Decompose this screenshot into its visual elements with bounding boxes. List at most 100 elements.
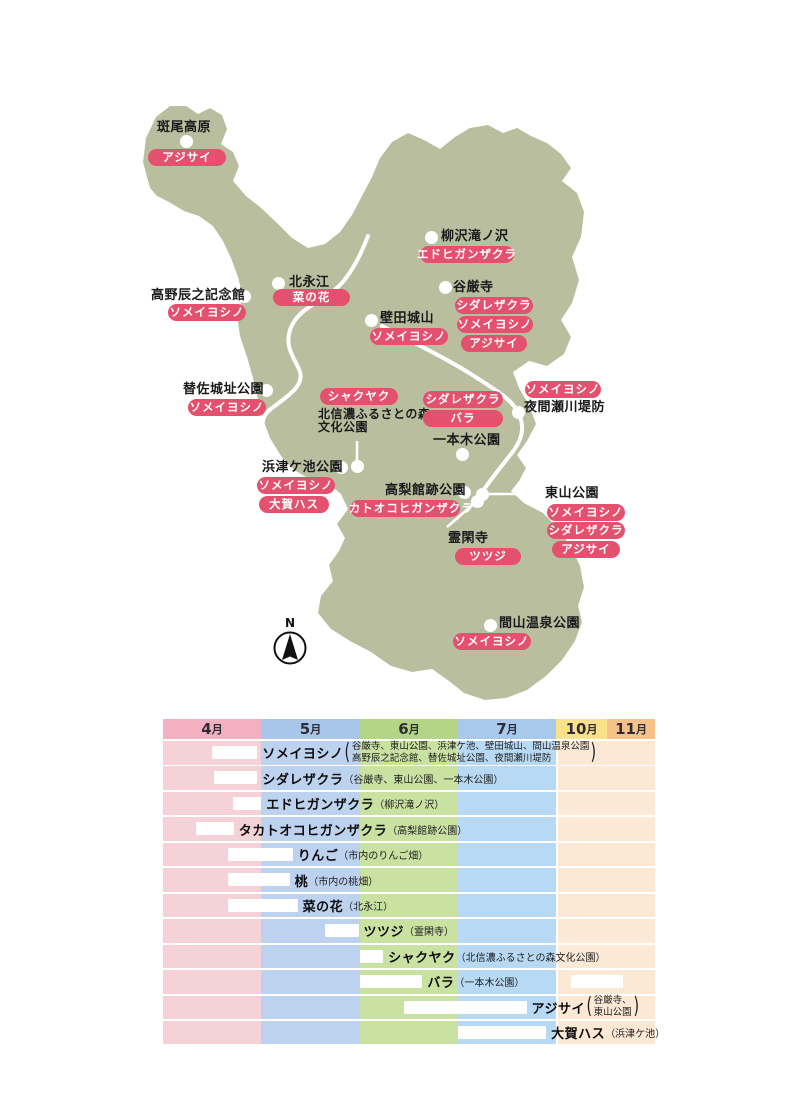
flower-badge: ソメイヨシノ	[168, 304, 246, 321]
row-flower-label: シダレザクラ （谷厳寺、東山公園、一本木公園）	[262, 772, 504, 788]
calendar-column-strip	[558, 995, 655, 1019]
flower-badge: ソメイヨシノ	[453, 633, 531, 650]
flower-badge: ソメイヨシノ	[257, 477, 335, 494]
bloom-period-bar	[227, 847, 293, 861]
calendar-column-strip	[458, 893, 556, 918]
map-spot-label: 谷厳寺	[453, 280, 494, 295]
calendar-column-strip	[558, 919, 655, 943]
calendar-column-strip	[458, 741, 556, 765]
map-dot	[350, 459, 364, 473]
map-spot-label: 替佐城址公園	[183, 382, 265, 397]
calendar-row: りんご （市内のりんご畑）	[163, 842, 655, 867]
row-flower-label: りんご （市内のりんご畑）	[297, 849, 429, 865]
map-dot	[457, 485, 471, 499]
calendar-column-strip	[261, 970, 360, 994]
calendar-column-strip	[360, 842, 458, 867]
flower-badge: ソメイヨシノ	[188, 399, 266, 416]
flower-badge: シダレザクラ	[547, 522, 625, 539]
calendar-column-strip	[458, 817, 556, 841]
map-spot-label: 壁田城山	[380, 311, 435, 326]
row-flower-label: タカトオコヒガンザクラ （高梨館跡公園）	[238, 823, 468, 839]
row-flower-label: ソメイヨシノ(谷厳寺、東山公園、浜津ケ池、壁田城山、間山温泉公園 高野辰之記念館、…	[262, 739, 597, 765]
row-flower-label: 菜の花 （北永江）	[302, 899, 394, 915]
calendar-row: ソメイヨシノ(谷厳寺、東山公園、浜津ケ池、壁田城山、間山温泉公園 高野辰之記念館、…	[163, 741, 655, 765]
bloom-period-bar	[359, 975, 423, 989]
month-header: 10 月	[556, 719, 607, 739]
calendar-column-strip	[458, 791, 556, 816]
bloom-period-bar	[359, 949, 384, 963]
calendar-column-strip	[163, 970, 261, 994]
calendar-column-strip	[163, 995, 261, 1019]
map-dot	[511, 405, 525, 419]
calendar-column-strip	[261, 944, 360, 969]
compass-rose-icon	[273, 631, 307, 665]
calendar-column-strip	[261, 995, 360, 1019]
bloom-period-bar	[196, 822, 234, 836]
calendar-row: 大賀ハス （浜津ケ池）	[163, 1020, 665, 1045]
row-location-note: （市内の桃畑）	[308, 876, 379, 888]
bloom-period-bar	[227, 873, 290, 887]
row-location-note: （柳沢滝ノ沢）	[374, 800, 445, 812]
calendar-row: 菜の花 （北永江）	[163, 893, 655, 918]
calendar-row: ツツジ （霊閑寺）	[163, 919, 655, 943]
flower-badge: エドヒガンザクラ	[417, 246, 516, 263]
calendar-row: 桃（市内の桃畑）	[163, 868, 655, 892]
bloom-period-bar	[403, 1000, 527, 1014]
map-dot	[179, 134, 193, 148]
map-spot-label: 霊閑寺	[448, 531, 489, 546]
map-spot-label: 夜間瀬川堤防	[524, 400, 606, 415]
calendar-column-strip	[261, 791, 360, 816]
calendar-column-strip	[360, 868, 458, 892]
row-flower-label: 桃（市内の桃畑）	[294, 874, 379, 890]
calendar-column-strip	[558, 1020, 655, 1045]
flower-badge: 大賀ハス	[259, 496, 329, 513]
calendar-column-strip	[558, 741, 655, 765]
calendar-row: バラ （一本木公園）	[163, 970, 655, 994]
map-dot	[364, 313, 378, 327]
bloom-period-bar	[570, 975, 623, 989]
calendar-column-strip	[360, 893, 458, 918]
row-location-note: 谷厳寺、 東山公園	[593, 995, 632, 1019]
map-spot-label: 高野辰之記念館	[151, 288, 246, 303]
bloom-period-bar	[212, 746, 258, 759]
calendar-column-strip	[261, 1020, 360, 1045]
calendar-column-strip	[458, 944, 556, 969]
calendar-column-strip	[163, 944, 261, 969]
calendar-column-strip	[558, 766, 655, 790]
map-spot-label: 柳沢滝ノ沢	[441, 229, 509, 244]
flower-badge: シダレザクラ	[455, 297, 533, 314]
calendar-row: アジサイ(谷厳寺、 東山公園)	[163, 994, 655, 1020]
calendar-row: シャクヤク （北信濃ふるさとの森文化公園）	[163, 944, 655, 969]
map-dot	[438, 280, 452, 294]
bloom-period-bar	[227, 898, 298, 912]
calendar-column-strip	[360, 741, 458, 765]
row-location-note: （市内のりんご畑）	[338, 851, 429, 863]
calendar-column-strip	[558, 893, 655, 918]
flower-badge: バラ	[423, 410, 503, 427]
bloom-period-bar	[457, 1025, 547, 1039]
calendar-column-strip	[558, 868, 655, 892]
row-flower-label: アジサイ(谷厳寺、 東山公園)	[531, 994, 639, 1020]
row-location-note: 谷厳寺、東山公園、浜津ケ池、壁田城山、間山温泉公園 高野辰之記念館、替佐城址公園、…	[351, 740, 590, 764]
flower-badge: アジサイ	[148, 149, 226, 166]
calendar-row: タカトオコヒガンザクラ （高梨館跡公園）	[163, 817, 655, 841]
calendar-column-strip	[458, 919, 556, 943]
row-flower-label: 大賀ハス （浜津ケ池）	[551, 1027, 666, 1043]
map-spot-label: 北永江	[289, 275, 330, 290]
calendar-column-strip	[261, 741, 360, 765]
row-location-note: （北永江）	[343, 901, 394, 913]
map-dot	[455, 447, 469, 461]
row-flower-label: エドヒガンザクラ （柳沢滝ノ沢）	[266, 798, 445, 814]
calendar-column-strip	[163, 919, 261, 943]
flower-badge: ソメイヨシノ	[457, 316, 533, 333]
calendar-column-strip	[360, 791, 458, 816]
month-header: 11 月	[607, 719, 655, 739]
row-flower-label: バラ （一本木公園）	[427, 976, 525, 992]
calendar-column-strip	[163, 1020, 261, 1045]
calendar-column-strip	[558, 817, 655, 841]
map-spot-label: 浜津ケ池公園	[262, 460, 344, 475]
map-dot	[237, 289, 251, 303]
